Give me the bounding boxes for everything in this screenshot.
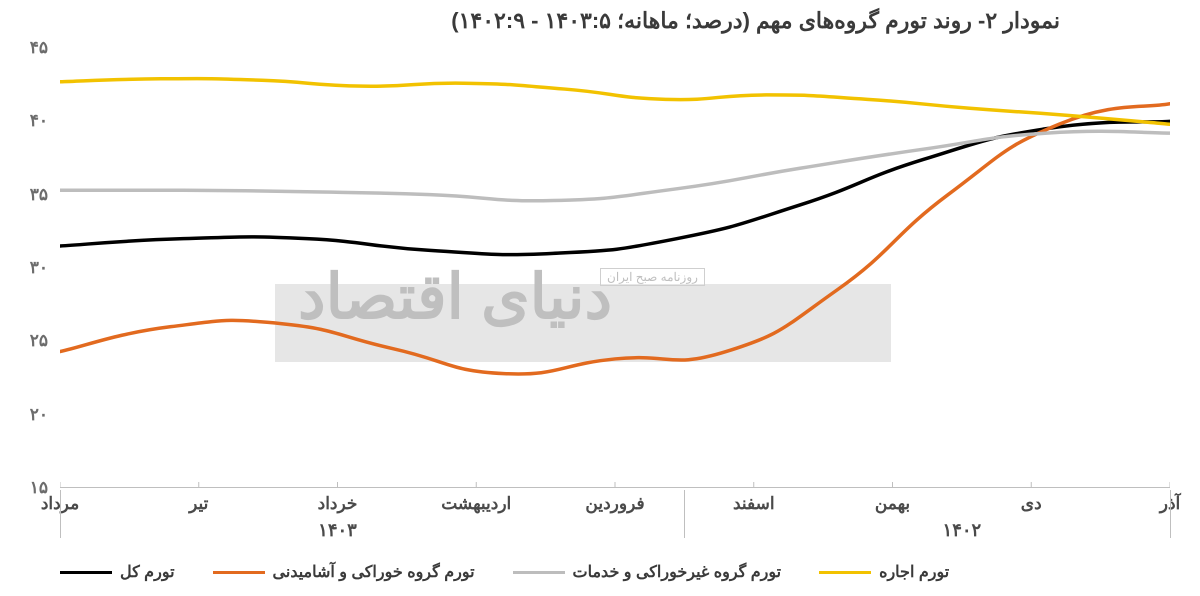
x-year-label: ۱۴۰۳ bbox=[318, 520, 357, 541]
legend-label-food: تورم گروه خوراکی و آشامیدنی bbox=[273, 562, 475, 582]
x-tick-label: اسفند bbox=[733, 494, 775, 514]
y-tick-label: ۳۵ bbox=[30, 185, 48, 205]
legend-label-total: تورم کل bbox=[120, 562, 175, 582]
legend-swatch-total bbox=[60, 571, 112, 574]
x-year-separator bbox=[684, 490, 685, 538]
legend-item-rent: تورم اجاره bbox=[819, 562, 949, 582]
x-axis-labels: آذردیبهمناسفندفروردیناردیبهشتخردادتیرمرد… bbox=[60, 492, 1170, 562]
x-tick-label: خرداد bbox=[318, 494, 358, 514]
y-tick-label: ۲۰ bbox=[30, 405, 48, 425]
legend-item-food: تورم گروه خوراکی و آشامیدنی bbox=[213, 562, 475, 582]
x-tick-label: دی bbox=[1021, 494, 1042, 514]
legend-label-rent: تورم اجاره bbox=[879, 562, 949, 582]
x-tick-label: اردیبهشت bbox=[441, 494, 511, 514]
x-tick-label: بهمن bbox=[875, 494, 910, 514]
series-line-rent bbox=[60, 79, 1170, 125]
x-tick-label: تیر bbox=[189, 494, 208, 514]
y-tick-label: ۲۵ bbox=[30, 331, 48, 351]
legend-swatch-rent bbox=[819, 571, 871, 574]
legend: تورم کل تورم گروه خوراکی و آشامیدنی تورم گ… bbox=[60, 556, 1170, 588]
legend-item-total: تورم کل bbox=[60, 562, 175, 582]
y-tick-label: ۳۰ bbox=[30, 258, 48, 278]
y-tick-label: ۴۵ bbox=[30, 38, 48, 58]
x-year-label: ۱۴۰۲ bbox=[943, 520, 982, 541]
x-end-tick bbox=[1170, 490, 1171, 538]
chart-title: نمودار ۲- روند تورم گروه‌های مهم (درصد؛ … bbox=[451, 8, 1060, 34]
y-tick-label: ۴۰ bbox=[30, 111, 48, 131]
x-end-tick bbox=[60, 490, 61, 538]
x-tick-label: فروردین bbox=[585, 494, 644, 514]
y-axis-labels: ۱۵۲۰۲۵۳۰۳۵۴۰۴۵ bbox=[0, 48, 54, 488]
plot-area bbox=[60, 48, 1170, 488]
legend-swatch-food bbox=[213, 571, 265, 574]
series-line-nonfood bbox=[60, 131, 1170, 201]
legend-label-nonfood: تورم گروه غیرخوراکی و خدمات bbox=[573, 562, 782, 582]
legend-swatch-nonfood bbox=[513, 571, 565, 574]
legend-item-nonfood: تورم گروه غیرخوراکی و خدمات bbox=[513, 562, 782, 582]
series-line-total bbox=[60, 121, 1170, 254]
chart-svg bbox=[60, 48, 1170, 488]
